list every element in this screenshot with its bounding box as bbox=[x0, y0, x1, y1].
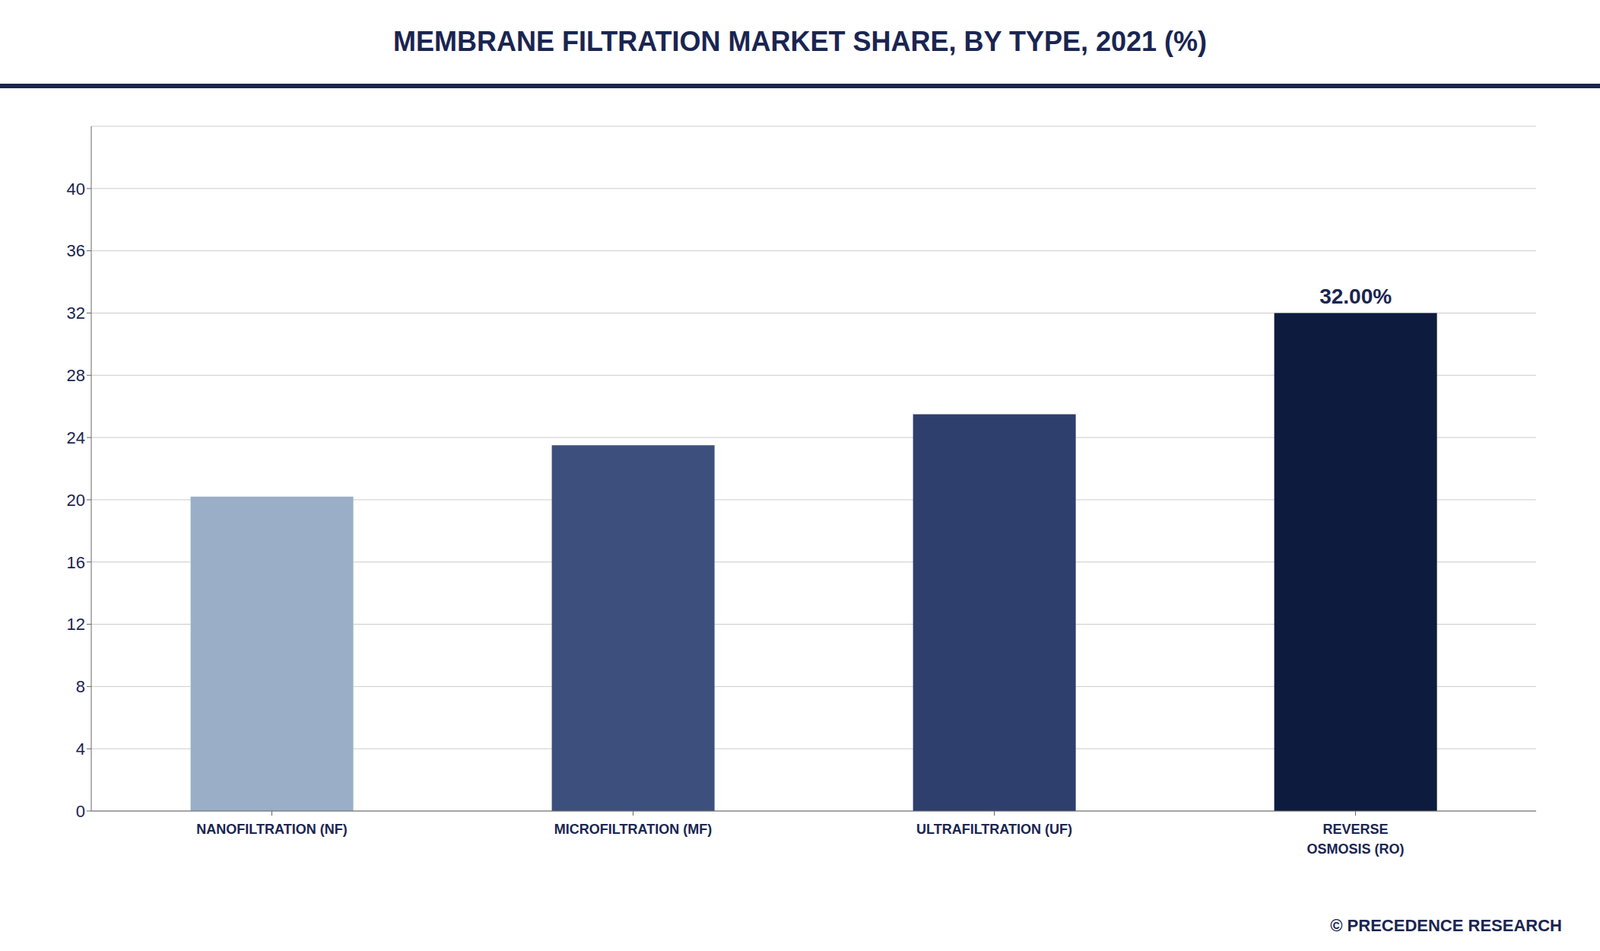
html-text:MEMBRANE FILTRATION MARKET SHA: MEMBRANE FILTRATION MARKET SHARE, BY TYP… bbox=[393, 25, 1207, 58]
svg-text:0: 0 bbox=[76, 801, 86, 821]
html-text:© PRECEDENCE RESEARCH: © PRECEDENCE RESEARCH bbox=[1330, 915, 1562, 935]
svg-text:32: 32 bbox=[66, 303, 86, 323]
svg-text:36: 36 bbox=[66, 241, 86, 261]
svg-text:REVERSEOSMOSIS (RO): REVERSEOSMOSIS (RO) bbox=[1306, 821, 1404, 857]
svg-text:8: 8 bbox=[76, 676, 86, 696]
svg-text:12: 12 bbox=[66, 614, 86, 634]
svg-text:24: 24 bbox=[66, 428, 86, 448]
svg-text:16: 16 bbox=[66, 552, 86, 572]
svg-text:20: 20 bbox=[66, 490, 86, 510]
svg-text:28: 28 bbox=[66, 365, 86, 385]
svg-text:40: 40 bbox=[66, 179, 86, 199]
svg-text:32.00%: 32.00% bbox=[1319, 284, 1392, 308]
svg-text:MICROFILTRATION (MF): MICROFILTRATION (MF) bbox=[554, 821, 712, 837]
svg-text:NANOFILTRATION (NF): NANOFILTRATION (NF) bbox=[196, 821, 347, 837]
svg-text:ULTRAFILTRATION (UF): ULTRAFILTRATION (UF) bbox=[916, 821, 1073, 837]
svg-text:4: 4 bbox=[76, 739, 86, 759]
